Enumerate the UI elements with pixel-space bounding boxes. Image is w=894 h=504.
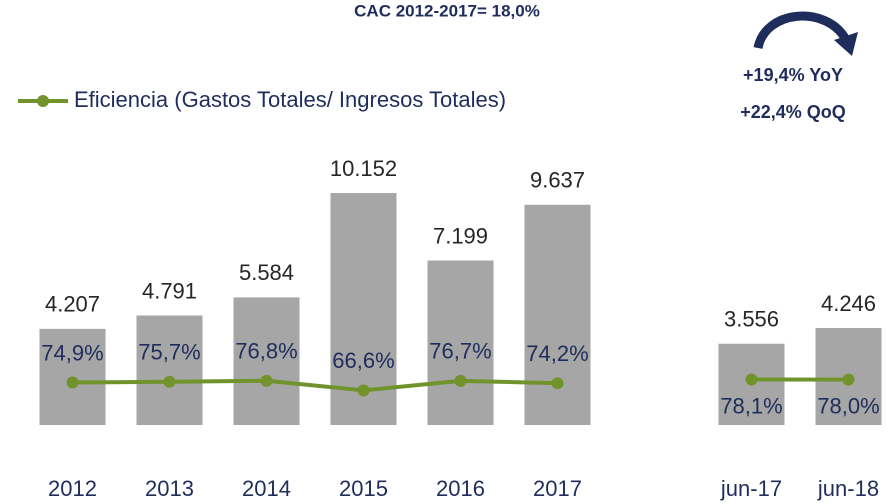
data-label: 5.584 bbox=[239, 260, 294, 285]
x-tick-label: 2017 bbox=[533, 476, 582, 501]
x-tick-label: 2016 bbox=[436, 476, 485, 501]
line-marker bbox=[745, 373, 758, 386]
annotation: +22,4% QoQ bbox=[740, 102, 846, 122]
data-label: 4.791 bbox=[142, 278, 197, 303]
x-tick-label: 2012 bbox=[48, 476, 97, 501]
bar bbox=[136, 315, 203, 425]
line-marker bbox=[357, 384, 370, 397]
line-marker bbox=[66, 376, 79, 389]
data-label: 74,2% bbox=[526, 341, 588, 366]
x-tick-label: 2015 bbox=[339, 476, 388, 501]
arrow-arc bbox=[753, 11, 849, 50]
bar bbox=[427, 260, 494, 425]
line-marker bbox=[454, 374, 467, 387]
line-marker bbox=[842, 373, 855, 386]
annotation: +19,4% YoY bbox=[743, 65, 843, 85]
legend-label: Eficiencia (Gastos Totales/ Ingresos Tot… bbox=[74, 87, 506, 112]
data-label: 78,0% bbox=[817, 393, 879, 418]
x-tick-label: jun-18 bbox=[817, 476, 879, 501]
line-marker bbox=[551, 377, 564, 390]
data-label: 4.207 bbox=[45, 292, 100, 317]
data-label: 9.637 bbox=[530, 168, 585, 193]
x-tick-label: 2014 bbox=[242, 476, 291, 501]
data-label: 66,6% bbox=[332, 348, 394, 373]
data-label: 74,9% bbox=[41, 340, 103, 365]
data-label: 76,7% bbox=[429, 339, 491, 364]
line-marker bbox=[260, 374, 273, 387]
data-label: 3.556 bbox=[724, 307, 779, 332]
bar bbox=[233, 297, 300, 425]
x-tick-label: jun-17 bbox=[720, 476, 782, 501]
line-marker bbox=[163, 375, 176, 388]
legend-marker bbox=[37, 95, 49, 107]
data-label: 78,1% bbox=[720, 393, 782, 418]
curved-arrow bbox=[753, 11, 858, 56]
data-label: 10.152 bbox=[330, 156, 397, 181]
line bbox=[72, 378, 558, 393]
data-label: 7.199 bbox=[433, 223, 488, 248]
chart-title: CAC 2012-2017= 18,0% bbox=[354, 1, 540, 20]
x-tick-label: 2013 bbox=[145, 476, 194, 501]
data-label: 75,7% bbox=[138, 340, 200, 365]
arrow-head bbox=[834, 32, 858, 56]
data-label: 4.246 bbox=[821, 291, 876, 316]
bar bbox=[524, 204, 591, 425]
data-label: 76,8% bbox=[235, 339, 297, 364]
